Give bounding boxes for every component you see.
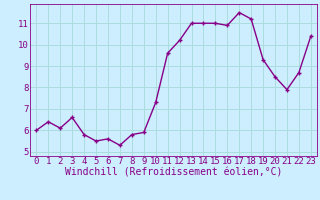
X-axis label: Windchill (Refroidissement éolien,°C): Windchill (Refroidissement éolien,°C) (65, 168, 282, 178)
